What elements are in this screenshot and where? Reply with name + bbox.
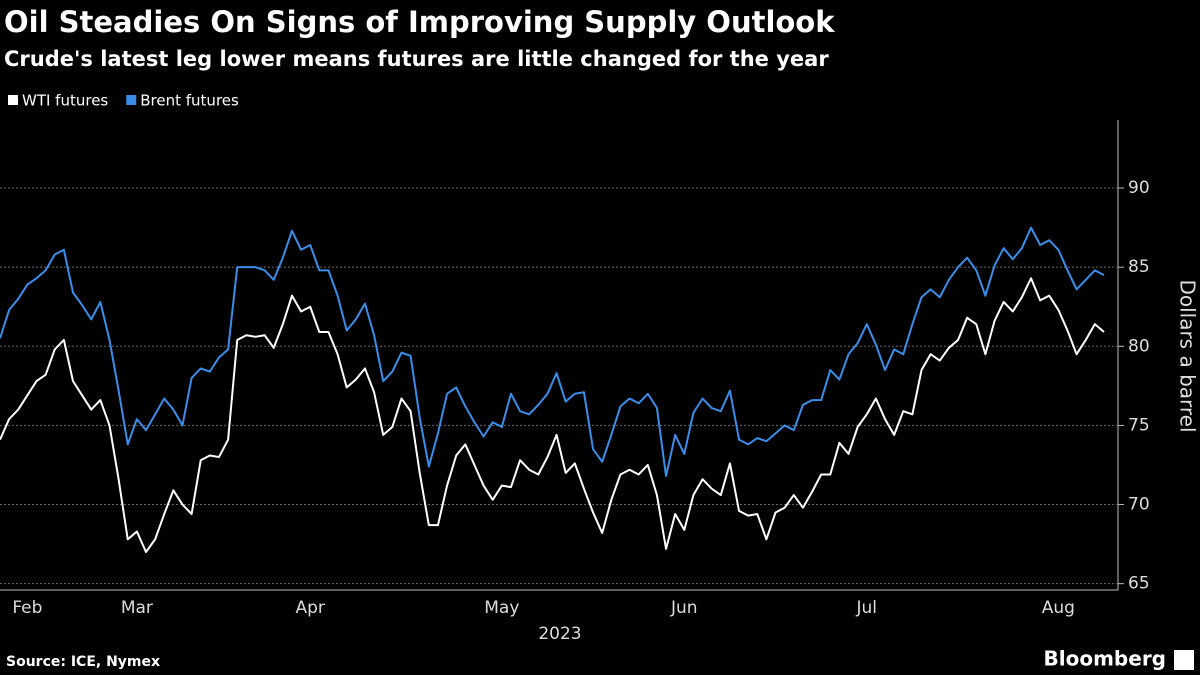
x-axis-label: 2023 [538,624,581,644]
brand: Bloomberg [1044,647,1166,671]
y-tick-label: 80 [1128,336,1150,356]
legend-swatch [126,95,137,105]
x-tick-label: Apr [296,598,325,618]
y-tick-label: 75 [1128,415,1150,435]
x-tick-label: Feb [12,598,42,618]
x-tick-label: Jul [856,598,878,618]
legend-swatch [8,95,18,105]
x-tick-label: Aug [1042,598,1075,618]
legend-label: Brent futures [140,92,239,110]
x-tick-label: May [484,598,519,618]
chart-subtitle: Crude's latest leg lower means futures a… [4,47,829,71]
x-tick-label: Mar [121,598,153,618]
chart-title: Oil Steadies On Signs of Improving Suppl… [4,5,835,39]
y-tick-label: 65 [1128,574,1150,594]
y-tick-label: 90 [1128,178,1150,198]
brand-icon [1174,650,1194,670]
series-line [0,277,1105,554]
x-tick-label: Jun [670,598,698,618]
source: Source: ICE, Nymex [6,654,160,670]
y-tick-label: 70 [1128,495,1150,515]
series-line [0,226,1105,478]
legend-label: WTI futures [22,92,108,110]
y-tick-label: 85 [1128,257,1150,277]
y-axis-label: Dollars a barrel [1176,279,1200,432]
